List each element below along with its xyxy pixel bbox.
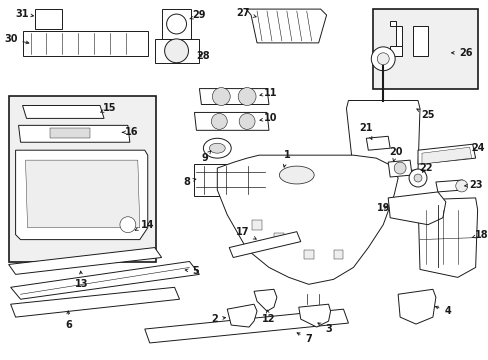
Polygon shape <box>144 309 348 343</box>
Polygon shape <box>298 304 330 327</box>
Text: 19: 19 <box>376 203 389 213</box>
Bar <box>333 249 343 260</box>
Circle shape <box>377 53 388 65</box>
Polygon shape <box>366 136 389 150</box>
Polygon shape <box>162 9 191 39</box>
Text: 11: 11 <box>260 87 277 98</box>
Circle shape <box>239 113 255 129</box>
Circle shape <box>120 217 136 233</box>
Circle shape <box>393 162 405 174</box>
Text: 21: 21 <box>359 123 372 139</box>
Polygon shape <box>194 112 268 130</box>
Polygon shape <box>194 164 266 196</box>
Polygon shape <box>11 261 199 299</box>
Text: 20: 20 <box>388 147 402 161</box>
Text: 26: 26 <box>450 48 471 58</box>
Polygon shape <box>387 160 411 177</box>
Polygon shape <box>397 289 435 324</box>
Text: 15: 15 <box>100 103 117 113</box>
Polygon shape <box>412 26 427 56</box>
Text: 16: 16 <box>122 127 138 137</box>
Polygon shape <box>387 192 445 225</box>
Text: 30: 30 <box>4 34 29 44</box>
Circle shape <box>166 14 186 34</box>
Polygon shape <box>417 198 477 277</box>
Polygon shape <box>435 180 463 192</box>
Polygon shape <box>389 21 401 56</box>
Bar <box>372 9 477 89</box>
Text: 3: 3 <box>317 323 331 334</box>
Polygon shape <box>245 9 326 43</box>
Polygon shape <box>217 155 397 284</box>
Text: 24: 24 <box>470 143 484 153</box>
Polygon shape <box>9 248 162 274</box>
Ellipse shape <box>209 143 225 153</box>
Text: 27: 27 <box>236 8 256 18</box>
Polygon shape <box>417 144 475 164</box>
Polygon shape <box>254 289 276 311</box>
Polygon shape <box>16 150 147 240</box>
Text: 25: 25 <box>416 109 434 120</box>
Polygon shape <box>154 39 199 63</box>
Polygon shape <box>229 232 300 257</box>
Polygon shape <box>421 147 471 164</box>
Text: 10: 10 <box>260 113 277 123</box>
Polygon shape <box>11 287 179 317</box>
Text: 2: 2 <box>210 314 225 324</box>
Text: 8: 8 <box>183 177 196 187</box>
Polygon shape <box>346 100 419 172</box>
Circle shape <box>211 113 227 129</box>
Circle shape <box>164 39 188 63</box>
Bar <box>50 128 90 138</box>
Text: 4: 4 <box>434 306 450 316</box>
Polygon shape <box>19 125 130 142</box>
Text: 12: 12 <box>262 310 275 324</box>
Circle shape <box>238 87 256 105</box>
Text: 9: 9 <box>201 151 210 163</box>
Text: 18: 18 <box>471 230 488 240</box>
Polygon shape <box>25 160 140 228</box>
Ellipse shape <box>203 138 231 158</box>
Circle shape <box>408 169 426 187</box>
Text: 7: 7 <box>297 333 311 344</box>
Ellipse shape <box>279 166 313 184</box>
Bar <box>303 249 313 260</box>
Text: 22: 22 <box>418 163 432 173</box>
Circle shape <box>413 174 421 182</box>
Polygon shape <box>199 89 268 104</box>
Polygon shape <box>22 31 147 56</box>
Text: 31: 31 <box>16 9 34 19</box>
Text: 14: 14 <box>135 220 154 230</box>
Text: 29: 29 <box>189 10 206 20</box>
Polygon shape <box>22 105 104 118</box>
Text: 17: 17 <box>236 227 256 239</box>
Bar <box>251 220 262 230</box>
Text: 23: 23 <box>464 180 481 190</box>
Text: 5: 5 <box>185 266 199 276</box>
Circle shape <box>212 87 230 105</box>
Circle shape <box>370 47 394 71</box>
Text: 28: 28 <box>196 51 210 61</box>
Polygon shape <box>36 9 62 29</box>
Bar <box>273 233 284 243</box>
Polygon shape <box>389 46 401 56</box>
Text: 1: 1 <box>283 150 290 167</box>
Circle shape <box>455 180 467 192</box>
Text: 13: 13 <box>75 271 89 289</box>
Bar <box>9 95 155 262</box>
Text: 6: 6 <box>65 311 71 330</box>
Polygon shape <box>227 304 257 327</box>
